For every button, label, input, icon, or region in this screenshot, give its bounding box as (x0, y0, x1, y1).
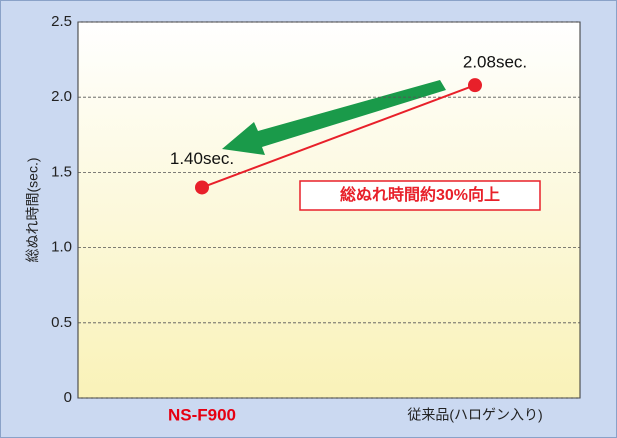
y-tick-label: 2.0 (51, 88, 72, 105)
annotation-box (299, 180, 541, 211)
point (468, 78, 482, 93)
x-tick-label: NS-F900 (168, 405, 236, 424)
y-axis-label: 総ぬれ時間(sec.) (25, 158, 41, 263)
annotation: 総ぬれ時間約30%向上 (340, 185, 500, 204)
point (195, 180, 209, 195)
line (201, 84, 476, 189)
x-tick-label: 従来品(ハロゲン入り) (407, 407, 542, 423)
arrow (222, 80, 446, 155)
data-label: 2.08sec. (463, 53, 527, 72)
y-tick-label: 0 (64, 389, 72, 406)
y-tick-label: 2.5 (51, 13, 72, 30)
y-tick-label: 1.0 (51, 239, 72, 256)
y-tick-label: 1.5 (51, 163, 72, 180)
data-label: 1.40sec. (170, 149, 234, 168)
y-tick-label: 0.5 (51, 314, 72, 331)
